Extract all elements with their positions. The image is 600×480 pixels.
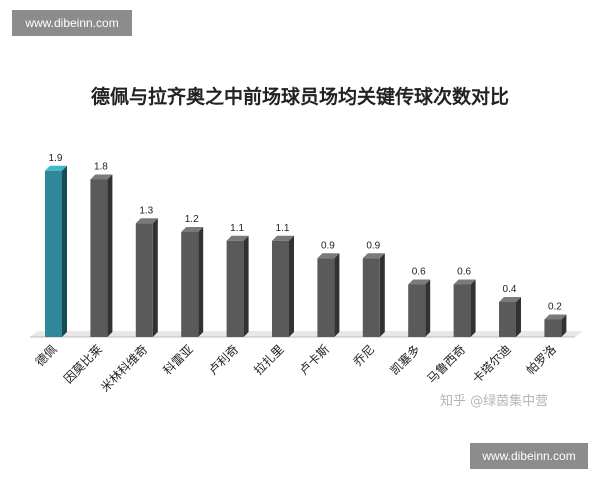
bar-top: [135, 218, 158, 224]
bar: [499, 302, 516, 337]
bar-top: [544, 314, 567, 320]
bar-top: [317, 253, 340, 259]
bar: [135, 223, 153, 337]
category-label: 米林科维奇: [98, 342, 150, 394]
category-label: 凯塞多: [387, 342, 423, 378]
data-label: 1.1: [276, 223, 290, 234]
bar-top: [181, 227, 204, 232]
bar: [181, 232, 199, 337]
category-label: 科雷亚: [160, 342, 195, 377]
watermark-top: www.dibeinn.com: [12, 10, 132, 36]
bar-side: [516, 297, 521, 337]
category-label: 拉扎里: [251, 342, 287, 378]
bar: [408, 284, 426, 337]
credit-text: 知乎 @绿茵集中营: [440, 394, 549, 409]
chart-title: 德佩与拉齐奥之中前场球员场均关键传球次数对比: [90, 86, 509, 108]
bar-side: [561, 314, 567, 337]
bar-side: [334, 253, 340, 337]
data-label: 0.6: [412, 267, 426, 278]
bar-top: [45, 165, 67, 171]
category-label: 马鲁西奇: [424, 342, 468, 386]
category-label: 卢利奇: [205, 342, 241, 378]
bar-side: [152, 218, 158, 337]
chart-floor: [30, 331, 583, 337]
category-label: 德佩: [32, 342, 60, 370]
bar-top: [272, 235, 294, 241]
bar-side: [425, 279, 431, 337]
data-label: 1.3: [139, 205, 153, 216]
bar-side: [62, 165, 67, 337]
bar-top: [499, 297, 521, 302]
bar-side: [470, 279, 476, 337]
bar: [90, 179, 108, 337]
data-label: 1.9: [49, 153, 63, 164]
category-label: 乔尼: [351, 342, 378, 369]
data-label: 0.6: [457, 267, 471, 278]
category-label: 卡塔尔迪: [469, 342, 514, 387]
bar-top: [90, 174, 113, 180]
data-label: 0.9: [321, 240, 335, 251]
bar-side: [243, 235, 249, 337]
bar: [272, 240, 289, 337]
bar: [45, 170, 62, 337]
data-label: 1.1: [230, 223, 244, 234]
bar-side: [289, 235, 294, 337]
category-label: 帕罗洛: [523, 342, 559, 378]
data-label: 1.8: [94, 162, 108, 173]
bar: [362, 258, 380, 337]
bar-top: [226, 235, 249, 241]
category-label: 卢卡斯: [296, 342, 332, 378]
category-label: 因莫比莱: [61, 342, 105, 386]
bar-side: [107, 174, 113, 337]
bar: [317, 258, 335, 337]
data-label: 0.4: [503, 284, 517, 295]
bar-top: [453, 279, 476, 285]
bar: [453, 284, 471, 337]
bar-top: [362, 253, 385, 259]
bar: [544, 319, 562, 337]
watermark-bottom: www.dibeinn.com: [470, 443, 588, 469]
data-label: 0.2: [548, 302, 562, 313]
bar-side: [198, 227, 204, 337]
bar: [226, 240, 244, 337]
data-label: 1.2: [185, 214, 199, 225]
bar-side: [379, 253, 385, 337]
data-label: 0.9: [366, 240, 380, 251]
bar-top: [408, 279, 431, 285]
